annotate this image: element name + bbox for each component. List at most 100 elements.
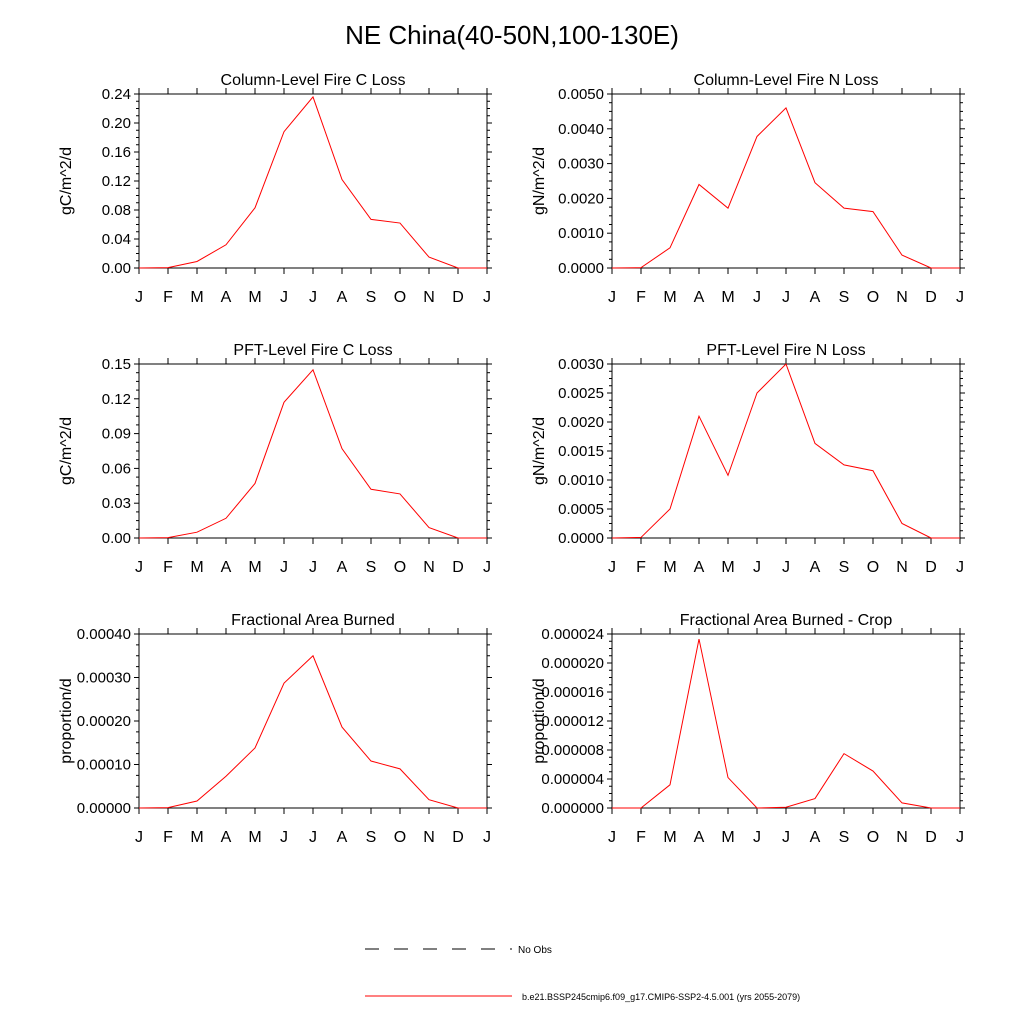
series-line [138, 95, 487, 269]
y-tick-label: 0.15 [102, 356, 131, 373]
plot-frame [611, 93, 961, 269]
y-tick-label: 0.0000 [558, 530, 604, 547]
y-axis-label: gC/m^2/d [58, 147, 75, 215]
x-tick-label: A [694, 289, 705, 306]
y-tick-label: 0.000024 [541, 626, 604, 643]
panel-title: Column-Level Fire C Loss [221, 72, 406, 89]
x-tick-label: A [810, 829, 821, 846]
legend-obs-label: No Obs [518, 945, 552, 956]
y-tick-label: 0.0010 [558, 225, 604, 242]
x-tick-label: M [663, 829, 676, 846]
x-tick-label: M [248, 559, 261, 576]
y-axis-label: gN/m^2/d [531, 147, 548, 215]
y-tick-label: 0.0020 [558, 414, 604, 431]
x-tick-label: J [956, 559, 964, 576]
x-tick-label: J [280, 289, 288, 306]
series-line [138, 654, 487, 809]
x-tick-label: J [135, 559, 143, 576]
x-tick-label: F [636, 559, 646, 576]
chart-panel-1: Column-Level Fire C Loss gC/m^2/d 0.00 0.04… [58, 72, 492, 306]
x-tick-label: A [694, 559, 705, 576]
y-tick-label: 0.04 [102, 231, 131, 248]
x-tick-label: A [810, 289, 821, 306]
x-tick-label: J [753, 559, 761, 576]
panel-title: Fractional Area Burned - Crop [680, 612, 893, 629]
x-tick-label: N [423, 829, 435, 846]
x-tick-label: S [366, 559, 377, 576]
panel-title: PFT-Level Fire C Loss [233, 342, 392, 359]
x-tick-label: F [636, 829, 646, 846]
x-tick-label: J [280, 829, 288, 846]
y-tick-label: 0.06 [102, 460, 131, 477]
y-tick-label: 0.0005 [558, 501, 604, 518]
y-tick-label: 0.00030 [77, 670, 131, 687]
x-tick-label: A [337, 559, 348, 576]
x-tick-label: M [663, 559, 676, 576]
y-tick-label: 0.000004 [541, 771, 604, 788]
x-tick-label: A [337, 829, 348, 846]
y-axis-label: gN/m^2/d [531, 417, 548, 485]
x-tick-label: F [163, 559, 173, 576]
y-tick-label: 0.24 [102, 86, 131, 103]
x-tick-label: J [280, 559, 288, 576]
x-tick-label: A [337, 289, 348, 306]
y-tick-label: 0.0020 [558, 190, 604, 207]
y-tick-label: 0.0010 [558, 472, 604, 489]
x-tick-label: O [867, 289, 879, 306]
x-tick-label: J [483, 559, 491, 576]
x-tick-label: D [452, 559, 464, 576]
y-tick-label: 0.00000 [77, 800, 131, 817]
x-tick-label: N [423, 289, 435, 306]
x-tick-label: O [394, 289, 406, 306]
panel-title: Column-Level Fire N Loss [694, 72, 879, 89]
chart-panel-2: Column-Level Fire N Loss gN/m^2/d 0.0000 0.… [531, 72, 965, 306]
plot-frame [138, 363, 488, 539]
x-tick-label: F [163, 829, 173, 846]
y-tick-label: 0.000008 [541, 742, 604, 759]
series-line [612, 638, 960, 809]
x-tick-label: N [896, 289, 908, 306]
x-tick-label: S [839, 289, 850, 306]
x-tick-label: M [190, 829, 203, 846]
y-tick-label: 0.00 [102, 530, 131, 547]
x-tick-label: M [721, 559, 734, 576]
y-tick-label: 0.00040 [77, 626, 131, 643]
x-tick-label: A [221, 829, 232, 846]
x-tick-label: A [694, 829, 705, 846]
chart-panels: Column-Level Fire C Loss gC/m^2/d 0.00 0.04… [58, 72, 965, 846]
x-tick-label: J [753, 289, 761, 306]
x-tick-label: A [221, 289, 232, 306]
panel-title: Fractional Area Burned [231, 612, 395, 629]
x-tick-label: S [366, 289, 377, 306]
x-tick-label: N [896, 829, 908, 846]
legend: No Obs b.e21.BSSP245cmip6.f09_g17.CMIP6-… [365, 945, 800, 1002]
y-axis-label: proportion/d [58, 678, 75, 763]
x-tick-label: S [839, 559, 850, 576]
plot-frame [611, 363, 961, 539]
x-tick-label: F [636, 289, 646, 306]
y-axis-label: gC/m^2/d [58, 417, 75, 485]
series-line [611, 363, 960, 539]
y-tick-label: 0.0025 [558, 385, 604, 402]
x-tick-label: M [248, 829, 261, 846]
y-tick-label: 0.09 [102, 426, 131, 443]
x-tick-label: J [956, 289, 964, 306]
x-tick-label: M [721, 289, 734, 306]
x-tick-label: M [190, 289, 203, 306]
y-tick-label: 0.08 [102, 202, 131, 219]
y-tick-label: 0.000020 [541, 655, 604, 672]
plot-frame [611, 633, 961, 809]
y-tick-label: 0.16 [102, 144, 131, 161]
x-tick-label: O [394, 559, 406, 576]
x-tick-label: J [483, 829, 491, 846]
x-tick-label: J [608, 289, 616, 306]
x-tick-label: N [896, 559, 908, 576]
y-tick-label: 0.0000 [558, 260, 604, 277]
x-tick-label: J [135, 829, 143, 846]
x-tick-label: N [423, 559, 435, 576]
x-tick-label: J [309, 289, 317, 306]
figure-title: NE China(40-50N,100-130E) [345, 20, 679, 50]
x-tick-label: M [663, 289, 676, 306]
y-axis-label: proportion/d [531, 678, 548, 763]
